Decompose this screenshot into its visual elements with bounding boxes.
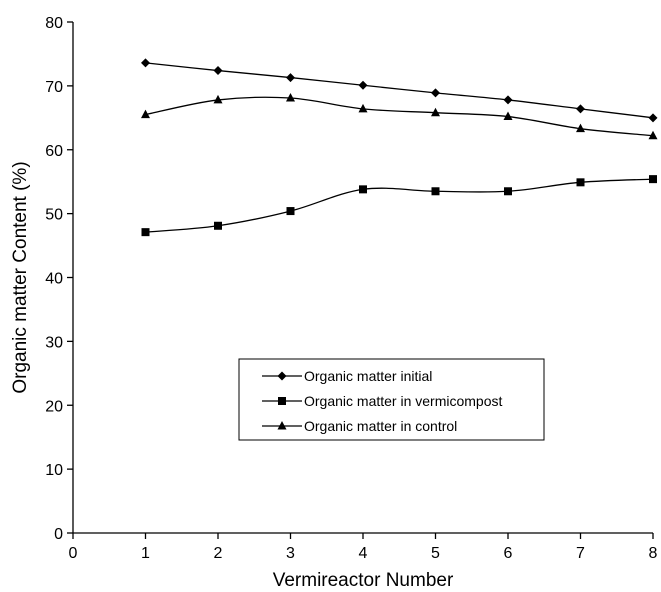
y-tick-label: 60 bbox=[45, 143, 63, 160]
x-tick-label: 1 bbox=[141, 545, 150, 562]
data-point-square bbox=[504, 187, 512, 196]
data-point-triangle bbox=[213, 94, 223, 104]
data-point-triangle bbox=[358, 103, 368, 113]
x-tick-label: 3 bbox=[286, 545, 295, 562]
y-tick-label: 40 bbox=[45, 271, 63, 288]
x-tick-label: 5 bbox=[431, 545, 440, 562]
y-axis-ticks: 0 10 20 30 40 50 60 70 80 bbox=[45, 15, 73, 543]
data-point-diamond bbox=[141, 58, 150, 68]
legend-label: Organic matter initial bbox=[304, 368, 432, 384]
series-group bbox=[141, 58, 658, 237]
legend-marker-square bbox=[278, 397, 286, 405]
data-point-triangle bbox=[503, 111, 513, 121]
y-tick-label: 10 bbox=[45, 462, 63, 479]
x-axis-ticks: 0 1 2 3 4 5 6 7 8 bbox=[69, 533, 658, 562]
data-point-diamond bbox=[503, 95, 513, 105]
data-point-square bbox=[576, 178, 585, 187]
series-diamond bbox=[141, 58, 658, 123]
data-point-diamond bbox=[213, 66, 223, 76]
legend-label: Organic matter in vermicompost bbox=[304, 393, 503, 409]
y-tick-label: 50 bbox=[45, 207, 63, 224]
x-axis-title: Vermireactor Number bbox=[273, 570, 454, 591]
data-point-triangle bbox=[431, 107, 440, 117]
y-tick-label: 80 bbox=[45, 15, 63, 32]
data-point-square bbox=[649, 175, 657, 184]
legend-marker-diamond bbox=[277, 371, 287, 381]
series-line-square bbox=[145, 178, 654, 233]
data-point-triangle bbox=[286, 93, 295, 102]
series-triangle bbox=[141, 93, 658, 140]
data-point-square bbox=[286, 207, 295, 216]
x-tick-label: 0 bbox=[69, 545, 78, 562]
data-point-square bbox=[359, 185, 367, 194]
data-point-diamond bbox=[431, 88, 440, 98]
y-tick-label: 70 bbox=[45, 79, 63, 96]
data-point-square bbox=[141, 228, 150, 237]
y-tick-label: 0 bbox=[54, 526, 63, 543]
legend-marker-triangle bbox=[277, 421, 287, 430]
data-point-triangle bbox=[648, 130, 658, 140]
data-point-square bbox=[214, 221, 222, 230]
data-point-square bbox=[431, 187, 440, 196]
data-point-triangle bbox=[141, 109, 150, 119]
x-tick-label: 2 bbox=[214, 545, 223, 562]
data-point-diamond bbox=[358, 80, 368, 90]
y-tick-label: 20 bbox=[45, 398, 63, 415]
y-tick-label: 30 bbox=[45, 334, 63, 351]
y-axis-title: Organic matter Content (%) bbox=[10, 161, 31, 393]
x-tick-label: 7 bbox=[576, 545, 585, 562]
data-point-diamond bbox=[576, 104, 585, 114]
data-point-diamond bbox=[286, 73, 295, 83]
x-tick-label: 4 bbox=[359, 545, 368, 562]
x-tick-label: 6 bbox=[504, 545, 513, 562]
legend-label: Organic matter in control bbox=[304, 418, 457, 434]
series-line-triangle bbox=[145, 96, 654, 137]
data-point-triangle bbox=[576, 123, 585, 133]
x-tick-label: 8 bbox=[649, 545, 658, 562]
data-point-diamond bbox=[648, 113, 658, 123]
series-line-diamond bbox=[145, 62, 654, 119]
legend: Organic matter initial Organic matter in … bbox=[238, 358, 545, 441]
series-square bbox=[141, 175, 657, 237]
